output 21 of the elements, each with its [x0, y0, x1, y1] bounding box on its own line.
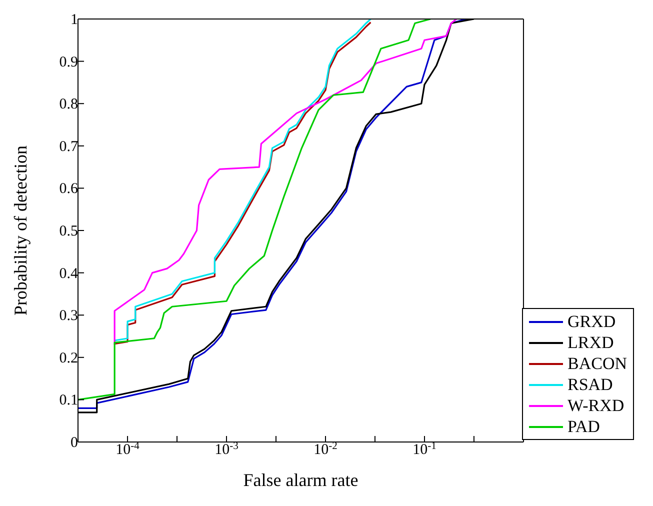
x-tick-label: 10$^{-1}$ — [412, 440, 436, 458]
legend-label: PAD — [567, 416, 600, 437]
y-tick-label: 0.5 — [59, 224, 78, 240]
y-tick-label: 0 — [70, 435, 78, 451]
legend-label: W-RXD — [567, 395, 624, 416]
y-tick-label: 0.2 — [59, 350, 78, 366]
y-tick-label: 0.9 — [59, 54, 78, 70]
y-axis-title: Probability of detection — [10, 146, 30, 316]
y-tick-label: 0.6 — [59, 181, 78, 198]
legend-label: RSAD — [567, 374, 613, 395]
y-tick-label: 0.1 — [59, 392, 78, 409]
legend-label: BACON — [567, 353, 627, 374]
y-tick-label: 0.3 — [59, 308, 78, 324]
legend-label: GRXD — [567, 311, 616, 332]
x-tick-label: 10$^{-4}$ — [116, 440, 140, 458]
x-axis-title: False alarm rate — [243, 470, 358, 490]
y-tick-label: 0.7 — [59, 138, 78, 155]
y-tick-label: 0.8 — [59, 96, 78, 113]
y-tick-label: 0.4 — [59, 266, 78, 282]
y-tick-label: 1 — [70, 12, 78, 28]
legend-label: LRXD — [567, 332, 614, 353]
